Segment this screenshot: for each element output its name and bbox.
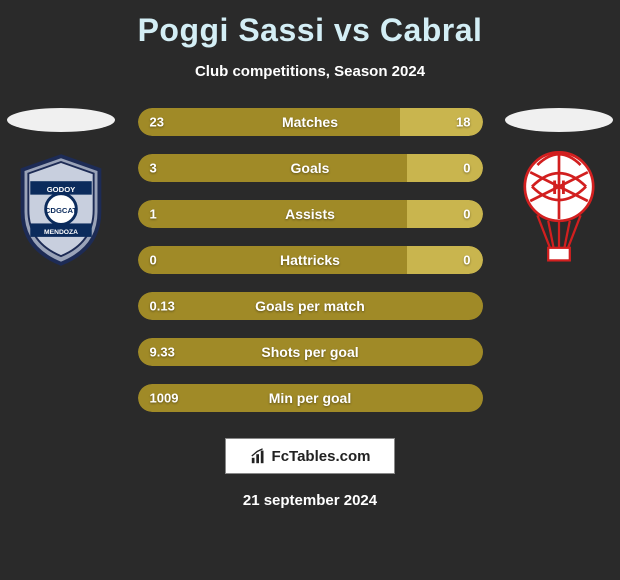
brand-badge[interactable]: FcTables.com — [225, 438, 395, 474]
stat-label: Goals — [291, 160, 330, 176]
stat-value-left: 0 — [150, 253, 157, 268]
stat-value-right: 18 — [456, 115, 470, 130]
stat-label: Goals per match — [255, 298, 365, 314]
stat-bar-right — [407, 246, 483, 274]
stat-bar-left — [138, 108, 400, 136]
stat-row: 0.13 Goals per match — [138, 292, 483, 320]
stat-value-right: 0 — [463, 207, 470, 222]
svg-text:GODOY: GODOY — [47, 185, 76, 194]
team-crest-left: GODOY MENDOZA CDGCAT — [13, 150, 109, 270]
stat-bar-left — [138, 154, 407, 182]
huracan-balloon-icon: H — [514, 145, 604, 275]
page-title: Poggi Sassi vs Cabral — [0, 0, 620, 49]
stat-bar-right — [407, 154, 483, 182]
stat-label: Hattricks — [280, 252, 340, 268]
stat-value-left: 3 — [150, 161, 157, 176]
team-crest-right: H — [511, 150, 607, 270]
stat-bar-left — [138, 246, 407, 274]
stat-bar-left — [138, 200, 407, 228]
subtitle: Club competitions, Season 2024 — [0, 63, 620, 80]
stat-row: 3 0 Goals — [138, 154, 483, 182]
stat-value-left: 9.33 — [150, 345, 175, 360]
comparison-area: GODOY MENDOZA CDGCAT H — [0, 108, 620, 412]
svg-text:H: H — [552, 177, 566, 199]
svg-text:CDGCAT: CDGCAT — [45, 206, 78, 215]
stat-label: Shots per goal — [261, 344, 358, 360]
stat-row: 1 0 Assists — [138, 200, 483, 228]
stat-row: 1009 Min per goal — [138, 384, 483, 412]
stat-label: Assists — [285, 206, 335, 222]
stat-value-right: 0 — [463, 161, 470, 176]
stat-value-left: 1009 — [150, 391, 179, 406]
stat-value-left: 1 — [150, 207, 157, 222]
stat-label: Min per goal — [269, 390, 351, 406]
player-left-platform — [7, 108, 115, 132]
player-right-column: H — [504, 108, 614, 270]
svg-text:MENDOZA: MENDOZA — [44, 229, 78, 236]
stat-bar-right — [407, 200, 483, 228]
godoy-cruz-shield-icon: GODOY MENDOZA CDGCAT — [13, 150, 109, 270]
player-right-platform — [505, 108, 613, 132]
player-left-column: GODOY MENDOZA CDGCAT — [6, 108, 116, 270]
stat-value-left: 23 — [150, 115, 164, 130]
stat-row: 0 0 Hattricks — [138, 246, 483, 274]
stat-row: 9.33 Shots per goal — [138, 338, 483, 366]
stats-list: 23 18 Matches 3 0 Goals 1 0 Assists 0 0 Hattricks 0.… — [138, 108, 483, 412]
stat-label: Matches — [282, 114, 338, 130]
brand-label: FcTables.com — [272, 448, 371, 465]
stat-row: 23 18 Matches — [138, 108, 483, 136]
chart-icon — [250, 447, 268, 465]
stat-value-left: 0.13 — [150, 299, 175, 314]
date-label: 21 september 2024 — [0, 492, 620, 509]
stat-value-right: 0 — [463, 253, 470, 268]
